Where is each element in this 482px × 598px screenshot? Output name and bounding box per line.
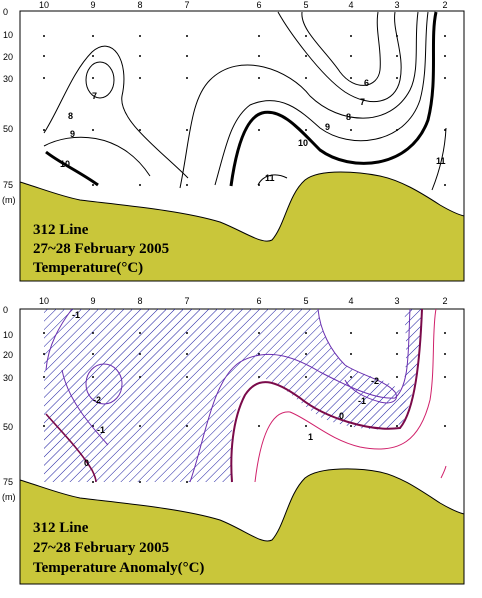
station-label: 4: [348, 0, 353, 10]
depth-label: 20: [3, 52, 13, 62]
contour-label: 8: [346, 112, 351, 122]
contour-label: 11: [436, 156, 446, 166]
contour-label: 10: [60, 159, 70, 169]
title-line: 27~28 February 2005: [33, 540, 169, 556]
depth-label: 10: [3, 330, 13, 340]
contour-neg2: [85, 363, 123, 405]
contour-8-right: [179, 11, 419, 189]
contour-neg1-left: [61, 369, 109, 446]
station-label: 3: [394, 296, 399, 306]
contour-9-right: [214, 11, 429, 186]
contour-neg1-top: [45, 308, 73, 371]
anomaly-contours: [45, 308, 447, 483]
depth-label: 0: [3, 7, 8, 17]
contour-label: 9: [325, 122, 330, 132]
depth-label: 75: [3, 180, 13, 190]
contour-label: 0: [339, 411, 344, 421]
panel-title: 312 Line 27~28 February 2005 Temperature…: [33, 222, 169, 276]
depth-label: 20: [3, 350, 13, 360]
depth-label: 10: [3, 30, 13, 40]
station-label: 4: [348, 296, 353, 306]
title-line: Temperature(°C): [33, 260, 143, 276]
contour-10-left: [45, 150, 99, 187]
depth-label: 50: [3, 124, 13, 134]
station-axis-top: 10 9 8 7 6 5 4 3 2: [39, 296, 448, 306]
depth-unit: (m): [2, 195, 16, 205]
contour-neg2-right: [317, 308, 397, 404]
station-label: 6: [256, 0, 261, 10]
depth-label: 75: [3, 477, 13, 487]
contour-label: 9: [70, 129, 75, 139]
depth-axis: 0 10 20 30 50 75 (m): [2, 305, 16, 502]
sample-points: [43, 35, 446, 186]
depth-axis: 0 10 20 30 50 75 (m): [2, 7, 16, 205]
depth-label: 30: [3, 373, 13, 383]
contour-9: [43, 136, 151, 177]
panel-temperature: 10 9 8 7 6 5 4 3 2 0 10 20 30 50 75 (m): [2, 0, 465, 282]
station-label: 10: [39, 0, 49, 10]
seabed: [19, 171, 465, 282]
station-axis-top: 10 9 8 7 6 5 4 3 2: [39, 0, 448, 10]
seabed: [19, 468, 465, 585]
contour-label: -1: [358, 396, 366, 406]
depth-label: 0: [3, 305, 8, 315]
contour-label: 1: [308, 432, 313, 442]
contour-7: [85, 61, 115, 99]
station-label: 8: [137, 296, 142, 306]
title-line: 312 Line: [33, 520, 89, 536]
contour-label: 7: [360, 97, 365, 107]
contour-6: [301, 11, 381, 86]
contour-label: -1: [72, 310, 80, 320]
contour-pos-edge: [440, 465, 447, 479]
contour-labels: 7 8 9 10 6 7 8 9 10 11 11: [60, 78, 446, 183]
station-label: 5: [303, 0, 308, 10]
contour-labels: -1 -2 -1 0 -2 -1 0 1: [72, 310, 379, 468]
negative-anomaly-strip: [398, 309, 422, 428]
depth-label: 50: [3, 422, 13, 432]
station-label: 7: [184, 0, 189, 10]
contour-label: 0: [84, 458, 89, 468]
contour-label: 7: [92, 91, 97, 101]
contour-zero-right: [230, 308, 423, 483]
depth-label: 30: [3, 74, 13, 84]
contour-lines: [43, 11, 447, 191]
contour-label: -2: [371, 376, 379, 386]
contour-label: -1: [97, 425, 105, 435]
contour-11-right: [431, 127, 447, 191]
station-label: 2: [442, 0, 447, 10]
station-label: 3: [394, 0, 399, 10]
title-line: 27~28 February 2005: [33, 241, 169, 257]
contour-pos1: [254, 308, 437, 483]
contour-label: 8: [68, 111, 73, 121]
title-line: Temperature Anomaly(°C): [33, 560, 204, 576]
contour-8: [43, 45, 189, 179]
contour-7-right: [277, 11, 402, 102]
contour-neg1-right: [189, 308, 411, 483]
contour-label: -2: [93, 395, 101, 405]
panel-anomaly: 10 9 8 7 6 5 4 3 2 0 10 20 30 50 75 (m): [2, 296, 465, 585]
contour-label: 11: [265, 173, 275, 183]
station-label: 9: [90, 296, 95, 306]
sample-points: [43, 332, 446, 483]
station-label: 5: [303, 296, 308, 306]
contour-10-right: [229, 11, 438, 187]
station-label: 8: [137, 0, 142, 10]
negative-anomaly-area: [44, 309, 407, 482]
station-label: 7: [184, 296, 189, 306]
title-line: 312 Line: [33, 222, 89, 238]
depth-unit: (m): [2, 492, 16, 502]
station-label: 6: [256, 296, 261, 306]
contour-label: 10: [298, 138, 308, 148]
contour-label: 6: [364, 78, 369, 88]
contour-11-mid: [257, 174, 288, 186]
panel-title: 312 Line 27~28 February 2005 Temperature…: [33, 520, 204, 576]
station-label: 2: [442, 296, 447, 306]
contour-zero-left: [45, 413, 97, 483]
station-label: 9: [90, 0, 95, 10]
station-label: 10: [39, 296, 49, 306]
